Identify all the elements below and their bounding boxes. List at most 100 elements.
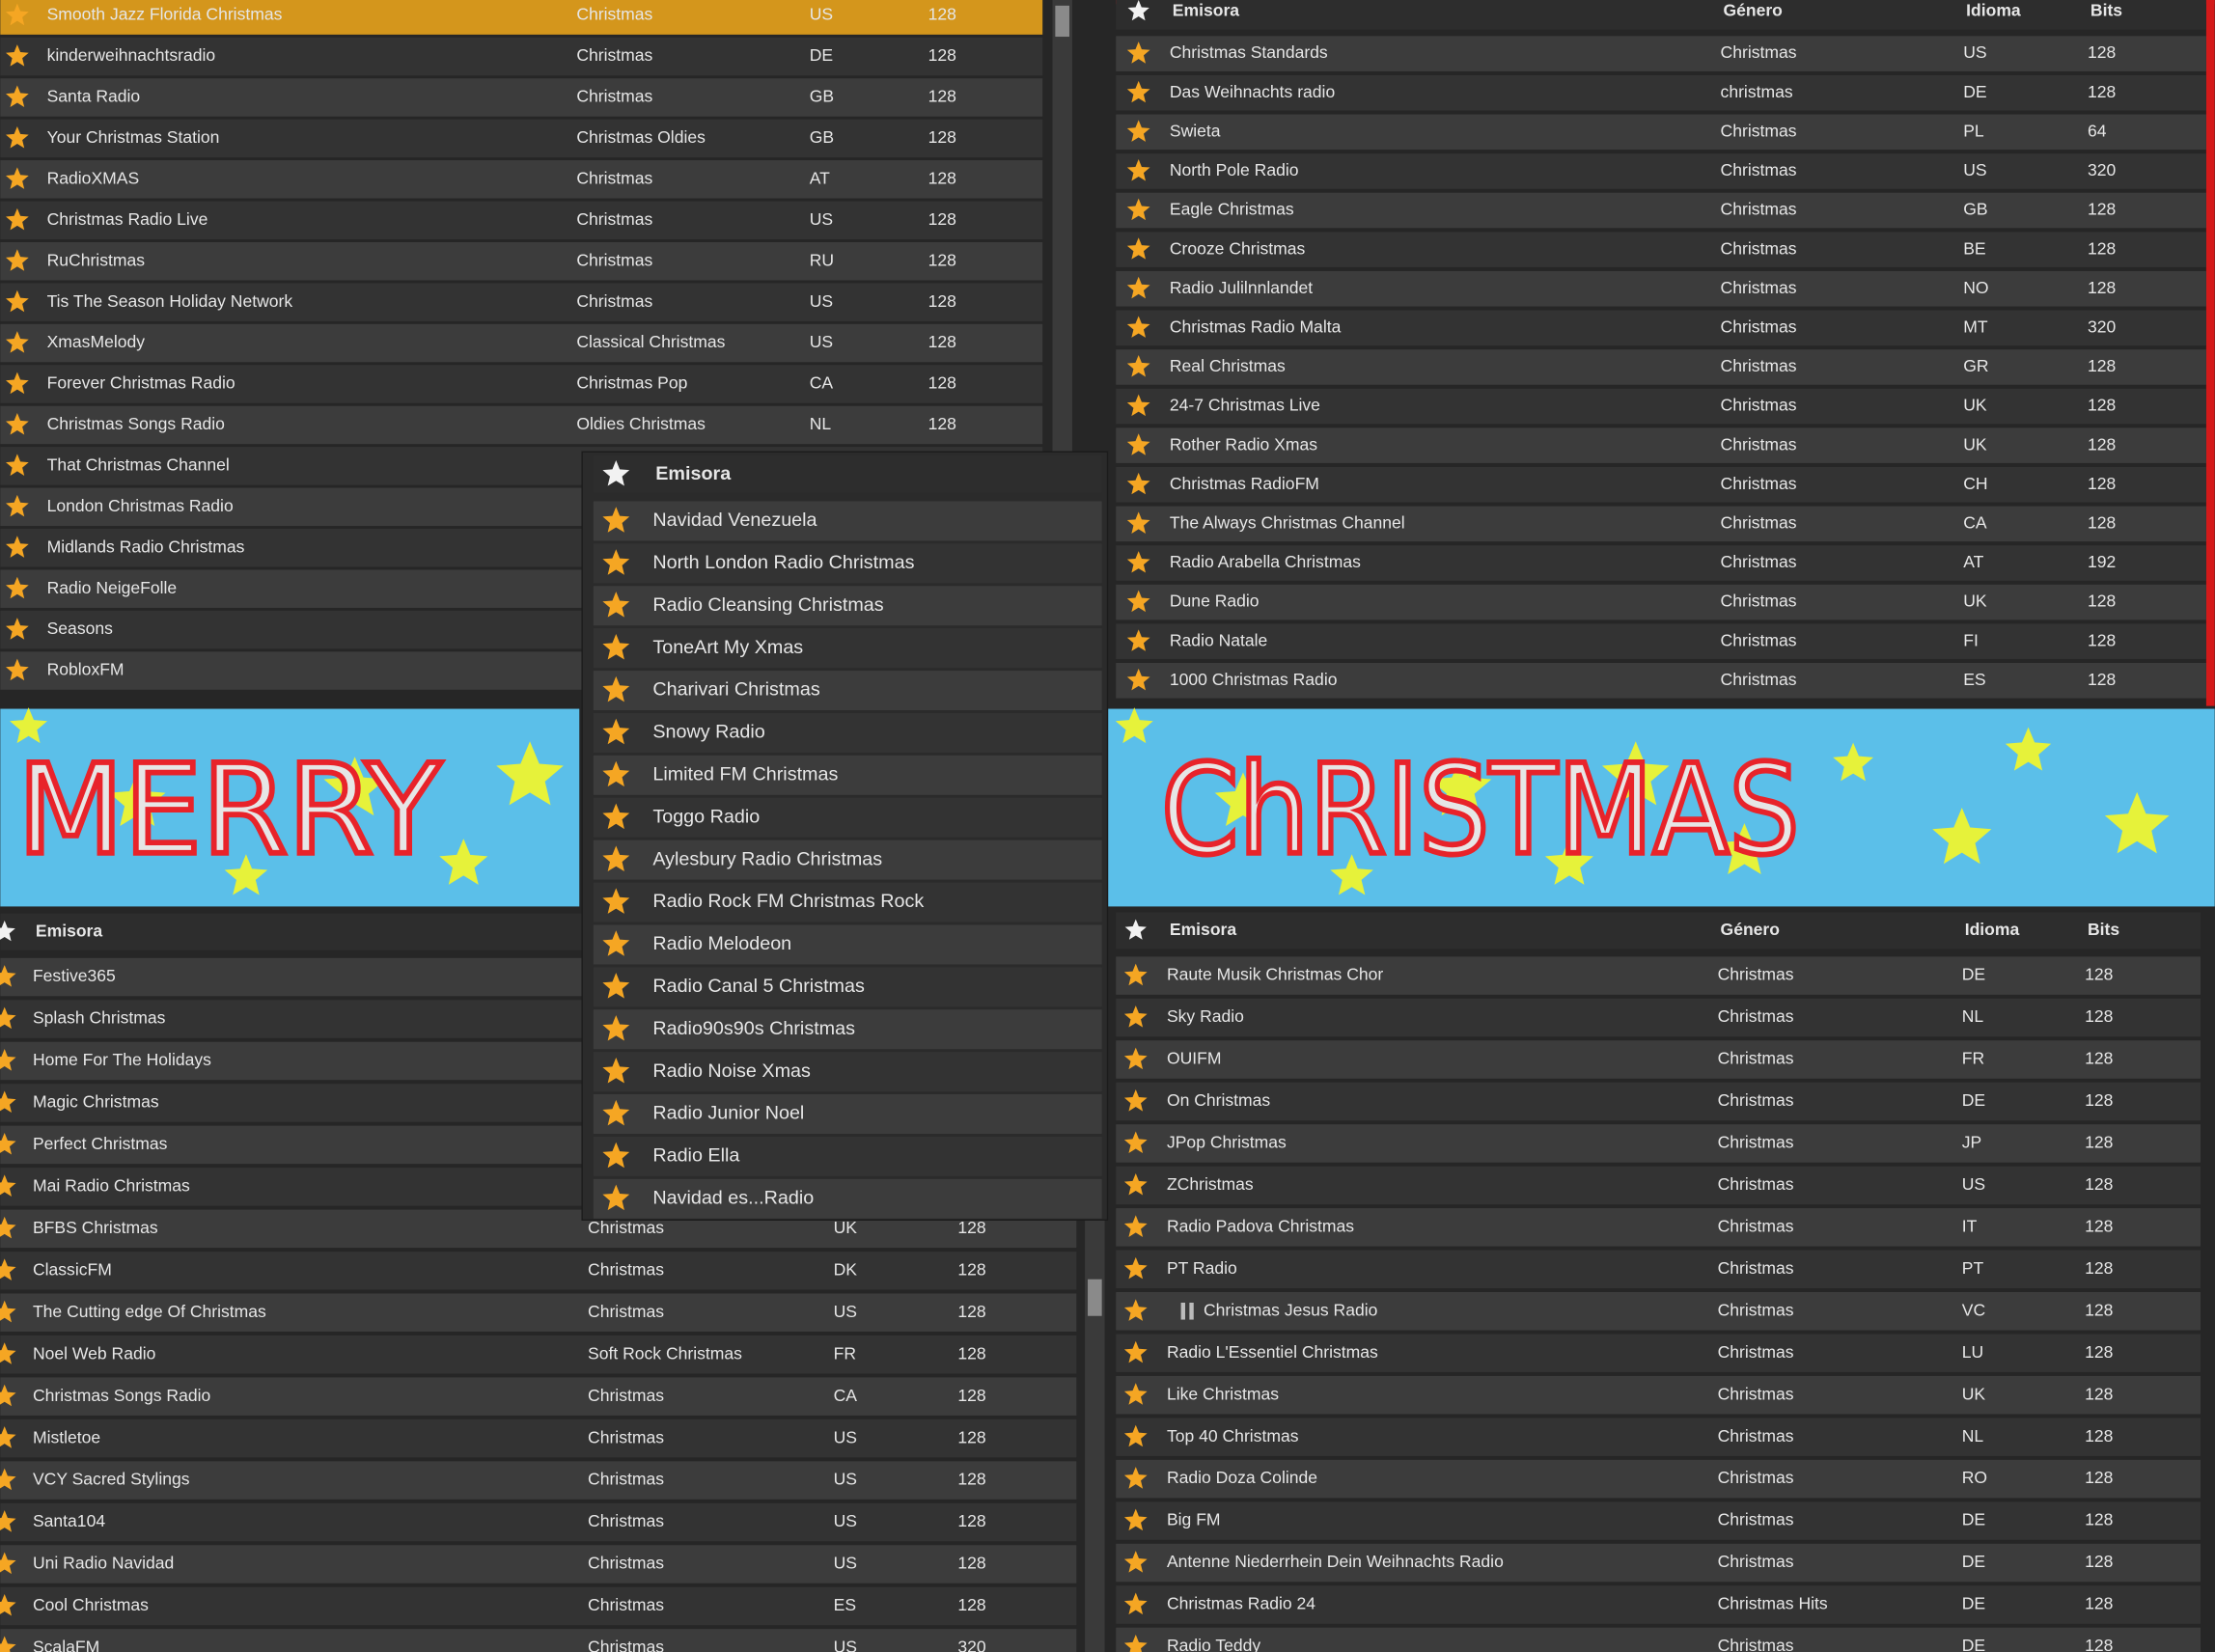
language: CA: [834, 1386, 858, 1405]
row[interactable]: [593, 712, 1102, 753]
star-icon: [1126, 159, 1150, 181]
language: UK: [1963, 592, 1987, 611]
row[interactable]: [1116, 232, 2206, 267]
row[interactable]: [0, 1377, 1077, 1416]
station-name: Uni Radio Navidad: [33, 1554, 174, 1573]
table-header: [593, 455, 1102, 493]
row[interactable]: [593, 1094, 1102, 1134]
row[interactable]: [0, 1586, 1077, 1626]
language: JP: [1962, 1133, 1981, 1152]
row[interactable]: [593, 924, 1102, 965]
row[interactable]: [593, 882, 1102, 922]
row[interactable]: [1116, 36, 2206, 71]
star-icon: [602, 460, 630, 486]
row[interactable]: [1116, 153, 2206, 189]
row[interactable]: [1116, 74, 2206, 111]
scrollbar[interactable]: [1085, 1217, 1105, 1652]
row[interactable]: [1116, 310, 2206, 346]
row[interactable]: [0, 1293, 1077, 1332]
scroll-thumb[interactable]: [1055, 5, 1069, 38]
bitrate: 128: [957, 1470, 985, 1489]
row[interactable]: [1116, 1208, 2201, 1247]
row[interactable]: [0, 283, 1043, 321]
row[interactable]: [593, 967, 1102, 1007]
row[interactable]: [1116, 1082, 2201, 1121]
row[interactable]: [1116, 623, 2206, 659]
row[interactable]: [0, 201, 1043, 240]
row[interactable]: [1116, 1627, 2201, 1652]
row[interactable]: [1116, 1040, 2201, 1079]
row[interactable]: [1116, 1166, 2201, 1205]
row[interactable]: [0, 1629, 1077, 1652]
row[interactable]: [0, 119, 1043, 158]
column-header: Género: [1721, 920, 1781, 939]
row[interactable]: [0, 1502, 1077, 1542]
row[interactable]: [593, 755, 1102, 795]
row[interactable]: [1116, 1543, 2201, 1583]
language: DE: [1962, 1552, 1985, 1571]
row[interactable]: [1116, 1334, 2201, 1372]
row[interactable]: [1116, 270, 2206, 307]
row[interactable]: [1116, 388, 2206, 425]
row[interactable]: [1116, 1418, 2201, 1456]
row[interactable]: [1116, 349, 2206, 385]
scroll-thumb[interactable]: [1088, 1279, 1102, 1316]
row[interactable]: [1116, 956, 2201, 995]
row[interactable]: [593, 1052, 1102, 1092]
row[interactable]: [0, 37, 1043, 76]
bitrate: 128: [2088, 630, 2116, 649]
genre: Christmas: [576, 5, 652, 24]
station-name: BFBS Christmas: [33, 1218, 158, 1237]
bitrate: 128: [2085, 1216, 2113, 1235]
bitrate: 128: [2088, 278, 2116, 297]
row[interactable]: [1116, 545, 2206, 581]
star-icon: [1214, 772, 1272, 826]
row[interactable]: [1116, 1250, 2201, 1289]
row[interactable]: [0, 160, 1043, 199]
row[interactable]: [0, 365, 1043, 403]
row[interactable]: [0, 1252, 1077, 1290]
bitrate: 128: [928, 332, 956, 351]
row[interactable]: [1116, 114, 2206, 151]
row[interactable]: [593, 797, 1102, 838]
station-name: Rother Radio Xmas: [1170, 434, 1317, 454]
row[interactable]: [0, 0, 1043, 35]
row[interactable]: [1116, 427, 2206, 463]
row[interactable]: [1116, 1375, 2201, 1415]
language: GB: [1963, 200, 1987, 219]
row[interactable]: [593, 1178, 1102, 1219]
row[interactable]: [593, 501, 1102, 541]
row[interactable]: [1116, 466, 2206, 503]
row[interactable]: [1116, 506, 2206, 542]
row[interactable]: [0, 78, 1043, 117]
row[interactable]: [593, 586, 1102, 626]
row[interactable]: [593, 1009, 1102, 1050]
language: CH: [1963, 474, 1987, 493]
star-icon: [1127, 0, 1149, 21]
star-icon: [0, 1636, 16, 1652]
row[interactable]: [0, 1545, 1077, 1583]
row[interactable]: [593, 543, 1102, 584]
row[interactable]: [0, 1335, 1077, 1374]
row[interactable]: [1116, 998, 2201, 1037]
row[interactable]: [1116, 584, 2206, 620]
row[interactable]: [593, 628, 1102, 669]
row[interactable]: [1116, 1501, 2201, 1540]
row[interactable]: [1116, 1292, 2201, 1331]
row[interactable]: [0, 323, 1043, 363]
row[interactable]: [1116, 1459, 2201, 1499]
row[interactable]: [0, 1461, 1077, 1500]
row[interactable]: [1116, 1124, 2201, 1163]
row[interactable]: [593, 671, 1102, 711]
row[interactable]: [1116, 192, 2206, 229]
row[interactable]: [0, 405, 1043, 445]
scrollbar[interactable]: [1052, 0, 1072, 453]
row[interactable]: [1116, 1585, 2201, 1624]
genre: Christmas: [1718, 1384, 1794, 1403]
row[interactable]: [593, 1136, 1102, 1176]
genre: Christmas: [1718, 1510, 1794, 1529]
row[interactable]: [1116, 662, 2206, 699]
row[interactable]: [0, 1418, 1077, 1458]
row[interactable]: [593, 840, 1102, 880]
row[interactable]: [0, 241, 1043, 281]
